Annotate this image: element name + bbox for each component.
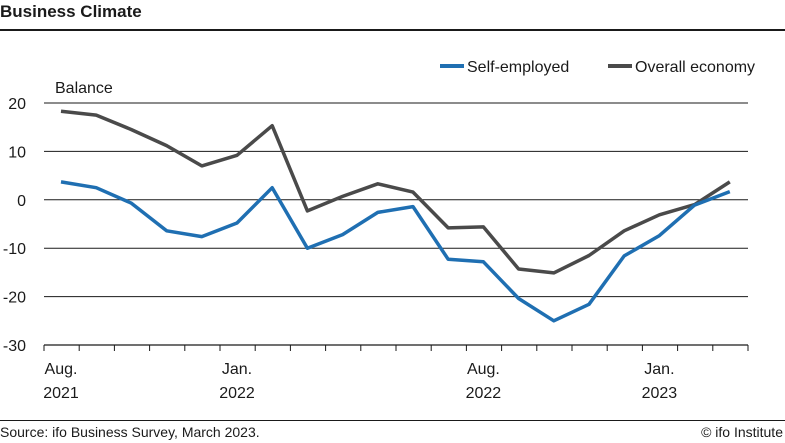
y-tick-label: -30 [3, 338, 26, 355]
copyright-credit: © ifo Institute [701, 424, 783, 440]
legend-label-overall-economy: Overall economy [635, 59, 755, 76]
y-tick-label: -20 [3, 290, 26, 307]
x-tick-labels: Aug. 2021 Jan. 2022 Aug. 2022 Jan. 2023 [43, 361, 677, 402]
x-tick-label-month: Aug. [45, 361, 78, 378]
x-tick-label-year: 2021 [43, 385, 79, 402]
series-lines [60, 109, 731, 323]
y-tick-labels: 20 10 0 -10 -20 -30 [3, 96, 26, 355]
y-tick-label: 0 [17, 193, 26, 210]
chart-title: Business Climate [0, 2, 142, 21]
gridlines [44, 102, 748, 298]
footer-rule [0, 420, 785, 421]
x-tick-label-month: Jan. [222, 361, 252, 378]
y-axis-label: Balance [55, 80, 113, 97]
legend: Self-employed Overall economy [440, 59, 755, 76]
series-line-overall-economy [60, 109, 731, 275]
x-axis [43, 344, 749, 351]
series-line-self-employed [60, 180, 731, 323]
y-tick-label: -10 [3, 241, 26, 258]
x-tick-label-year: 2023 [642, 385, 678, 402]
x-tick-label-year: 2022 [466, 385, 502, 402]
x-tick-label-month: Aug. [467, 361, 500, 378]
x-tick-label-year: 2022 [219, 385, 255, 402]
y-tick-label: 20 [8, 96, 26, 113]
y-tick-label: 10 [8, 144, 26, 161]
title-rule [0, 29, 785, 31]
source-note: Source: ifo Business Survey, March 2023. [0, 424, 260, 440]
legend-label-self-employed: Self-employed [467, 59, 569, 76]
line-chart: 20 10 0 -10 -20 -30 Aug. 2021 Jan. 2022 Aug. 2022 J… [3, 59, 755, 402]
x-tick-label-month: Jan. [644, 361, 674, 378]
